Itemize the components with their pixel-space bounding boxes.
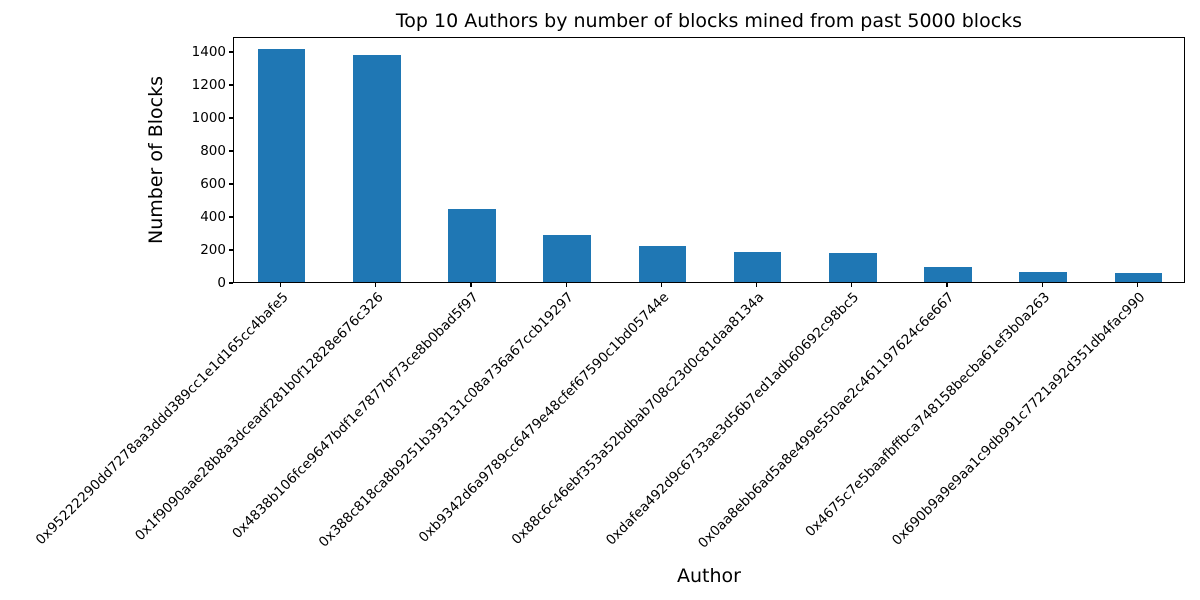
y-tick-label: 800 (200, 142, 226, 159)
y-tick-mark (229, 282, 233, 284)
bar (638, 246, 687, 282)
bar (829, 253, 877, 282)
bar (924, 266, 972, 282)
x-tick-mark (375, 283, 377, 287)
x-tick-mark (755, 283, 758, 287)
y-tick-mark (229, 249, 233, 251)
y-tick-mark (229, 84, 233, 86)
bar (353, 55, 401, 282)
x-tick-mark (565, 283, 567, 287)
bar (1019, 272, 1067, 282)
y-tick-label: 600 (200, 175, 226, 192)
x-axis-label: Author (677, 565, 741, 587)
y-tick-label: 1000 (191, 109, 226, 126)
y-axis-label: Number of Blocks (145, 75, 167, 245)
bar (733, 251, 782, 282)
y-tick-mark (229, 117, 233, 119)
y-tick-mark (229, 51, 233, 53)
x-tick-mark (279, 283, 282, 287)
x-tick-mark (946, 283, 948, 287)
y-tick-label: 200 (200, 241, 226, 258)
bar (1114, 272, 1163, 282)
y-tick-label: 0 (217, 275, 226, 291)
bar (543, 234, 591, 282)
y-tick-mark (229, 216, 233, 218)
x-tick-mark (470, 283, 472, 287)
y-tick-mark (229, 183, 233, 185)
bar (448, 208, 496, 282)
y-tick-mark (229, 150, 233, 152)
y-tick-label: 400 (200, 208, 226, 225)
bar (257, 49, 306, 282)
y-tick-label: 1200 (191, 76, 226, 93)
x-tick-mark (851, 283, 853, 287)
x-tick-mark (1136, 283, 1139, 287)
x-tick-mark (660, 283, 663, 287)
plot-area (233, 37, 1185, 283)
chart-title: Top 10 Authors by number of blocks mined… (395, 10, 1023, 32)
y-tick-label: 1400 (191, 43, 226, 60)
x-tick-mark (1041, 283, 1043, 287)
